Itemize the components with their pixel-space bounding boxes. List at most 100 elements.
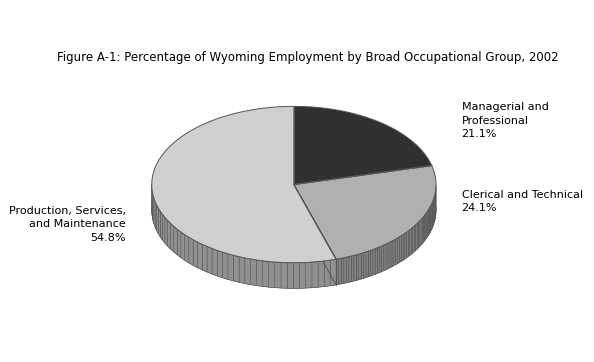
Text: Managerial and
Professional
21.1%: Managerial and Professional 21.1% bbox=[462, 102, 548, 139]
Polygon shape bbox=[293, 263, 299, 288]
Polygon shape bbox=[324, 260, 330, 287]
Polygon shape bbox=[198, 242, 202, 270]
Polygon shape bbox=[344, 257, 346, 283]
Polygon shape bbox=[411, 227, 413, 254]
Polygon shape bbox=[165, 218, 168, 246]
Polygon shape bbox=[400, 236, 402, 262]
Polygon shape bbox=[386, 243, 388, 270]
Polygon shape bbox=[339, 258, 342, 284]
Polygon shape bbox=[373, 249, 375, 275]
Polygon shape bbox=[154, 198, 155, 227]
Polygon shape bbox=[402, 235, 403, 261]
Polygon shape bbox=[388, 242, 390, 269]
Polygon shape bbox=[418, 221, 420, 248]
Polygon shape bbox=[233, 255, 239, 282]
Polygon shape bbox=[275, 262, 281, 288]
Polygon shape bbox=[392, 240, 394, 267]
Polygon shape bbox=[263, 261, 268, 287]
Polygon shape bbox=[155, 201, 156, 230]
Polygon shape bbox=[342, 258, 344, 284]
Polygon shape bbox=[162, 214, 165, 243]
Polygon shape bbox=[251, 259, 257, 286]
Polygon shape bbox=[257, 260, 263, 286]
Polygon shape bbox=[349, 256, 352, 282]
Polygon shape bbox=[245, 258, 251, 285]
Polygon shape bbox=[424, 215, 425, 243]
Polygon shape bbox=[430, 206, 431, 233]
Text: Clerical and Technical
24.1%: Clerical and Technical 24.1% bbox=[462, 190, 583, 213]
Polygon shape bbox=[398, 237, 400, 264]
Polygon shape bbox=[431, 203, 432, 230]
Polygon shape bbox=[336, 259, 339, 285]
Polygon shape bbox=[151, 106, 336, 263]
Polygon shape bbox=[318, 261, 324, 287]
Polygon shape bbox=[359, 253, 361, 280]
Polygon shape bbox=[422, 217, 424, 244]
Polygon shape bbox=[294, 165, 436, 259]
Polygon shape bbox=[152, 191, 153, 220]
Polygon shape bbox=[306, 262, 312, 288]
Polygon shape bbox=[394, 239, 396, 266]
Polygon shape bbox=[174, 226, 177, 255]
Polygon shape bbox=[406, 231, 408, 258]
Polygon shape bbox=[416, 223, 417, 251]
Polygon shape bbox=[212, 248, 217, 276]
Polygon shape bbox=[294, 106, 432, 185]
Polygon shape bbox=[222, 252, 228, 279]
Polygon shape bbox=[352, 256, 354, 282]
Polygon shape bbox=[193, 240, 198, 268]
Polygon shape bbox=[312, 262, 318, 288]
Polygon shape bbox=[181, 232, 185, 260]
Polygon shape bbox=[432, 201, 433, 228]
Polygon shape bbox=[160, 211, 162, 240]
Text: Figure A-1: Percentage of Wyoming Employment by Broad Occupational Group, 2002: Figure A-1: Percentage of Wyoming Employ… bbox=[57, 51, 559, 64]
Polygon shape bbox=[368, 251, 371, 277]
Polygon shape bbox=[428, 209, 429, 235]
Polygon shape bbox=[420, 219, 421, 247]
Polygon shape bbox=[426, 211, 428, 238]
Polygon shape bbox=[413, 226, 414, 253]
Polygon shape bbox=[429, 207, 430, 234]
Polygon shape bbox=[346, 257, 349, 283]
Polygon shape bbox=[156, 205, 158, 233]
Polygon shape bbox=[281, 262, 287, 288]
Polygon shape bbox=[410, 228, 411, 256]
Polygon shape bbox=[371, 249, 373, 276]
Polygon shape bbox=[170, 223, 174, 252]
Polygon shape bbox=[153, 195, 154, 224]
Polygon shape bbox=[375, 248, 377, 274]
Polygon shape bbox=[364, 252, 366, 278]
Polygon shape bbox=[189, 237, 193, 265]
Polygon shape bbox=[239, 257, 245, 283]
Polygon shape bbox=[207, 247, 212, 274]
Polygon shape bbox=[384, 244, 386, 271]
Polygon shape bbox=[408, 230, 410, 257]
Text: Production, Services,
and Maintenance
54.8%: Production, Services, and Maintenance 54… bbox=[9, 206, 126, 243]
Polygon shape bbox=[366, 251, 368, 278]
Polygon shape bbox=[421, 218, 422, 245]
Polygon shape bbox=[354, 255, 356, 281]
Polygon shape bbox=[405, 232, 406, 259]
Polygon shape bbox=[356, 254, 359, 280]
Polygon shape bbox=[377, 247, 380, 273]
Polygon shape bbox=[382, 245, 384, 272]
Polygon shape bbox=[151, 132, 436, 288]
Polygon shape bbox=[158, 208, 160, 237]
Polygon shape bbox=[268, 261, 275, 288]
Polygon shape bbox=[185, 235, 189, 263]
Polygon shape bbox=[299, 262, 306, 288]
Polygon shape bbox=[330, 259, 336, 286]
Polygon shape bbox=[417, 222, 418, 249]
Polygon shape bbox=[168, 220, 170, 249]
Polygon shape bbox=[228, 254, 233, 281]
Polygon shape bbox=[380, 246, 382, 273]
Polygon shape bbox=[403, 233, 405, 260]
Polygon shape bbox=[425, 213, 426, 240]
Polygon shape bbox=[390, 241, 392, 268]
Polygon shape bbox=[202, 244, 207, 272]
Polygon shape bbox=[177, 229, 181, 258]
Polygon shape bbox=[287, 263, 293, 288]
Polygon shape bbox=[361, 253, 364, 279]
Polygon shape bbox=[414, 225, 416, 252]
Polygon shape bbox=[396, 238, 398, 265]
